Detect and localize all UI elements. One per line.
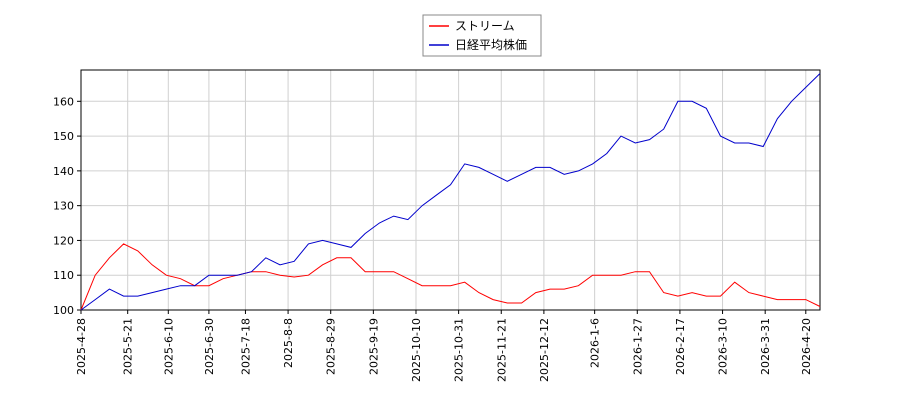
x-tick-label: 2025-6-10 — [162, 318, 175, 375]
x-tick-label: 2025-9-19 — [367, 318, 380, 375]
x-tick-label: 2025-8-29 — [325, 318, 338, 375]
series-line — [80, 243, 821, 311]
y-tick-label: 160 — [53, 95, 74, 108]
x-tick-label: 2026-4-20 — [800, 318, 813, 375]
y-tick-label: 120 — [53, 234, 74, 247]
x-tick-label: 2026-2-17 — [674, 318, 687, 375]
x-tick-label: 2025-8-8 — [282, 318, 295, 368]
y-tick-label: 150 — [53, 130, 74, 143]
y-tick-label: 110 — [53, 269, 74, 282]
y-tick-label: 140 — [53, 165, 74, 178]
y-tick-label: 130 — [53, 200, 74, 213]
y-tick-label: 100 — [53, 304, 74, 317]
x-tick-label: 2026-1-27 — [631, 318, 644, 375]
x-tick-label: 2025-7-18 — [239, 318, 252, 375]
legend-label: 日経平均株価 — [455, 37, 527, 52]
x-tick-label: 2026-3-10 — [717, 318, 730, 375]
x-tick-label: 2025-12-12 — [538, 318, 551, 382]
x-tick-label: 2025-6-30 — [203, 318, 216, 375]
x-tick-label: 2025-4-28 — [75, 318, 88, 375]
legend-label: ストリーム — [455, 19, 515, 33]
x-tick-label: 2026-3-31 — [759, 318, 772, 375]
x-tick-label: 2025-10-31 — [453, 318, 466, 382]
x-tick-label: 2025-11-21 — [495, 318, 508, 382]
x-tick-label: 2026-1-6 — [589, 318, 602, 368]
plot-frame — [80, 69, 821, 311]
series-line — [80, 73, 821, 311]
x-tick-label: 2025-5-21 — [122, 318, 135, 375]
legend-box — [422, 14, 542, 57]
x-tick-label: 2025-10-10 — [410, 318, 423, 382]
